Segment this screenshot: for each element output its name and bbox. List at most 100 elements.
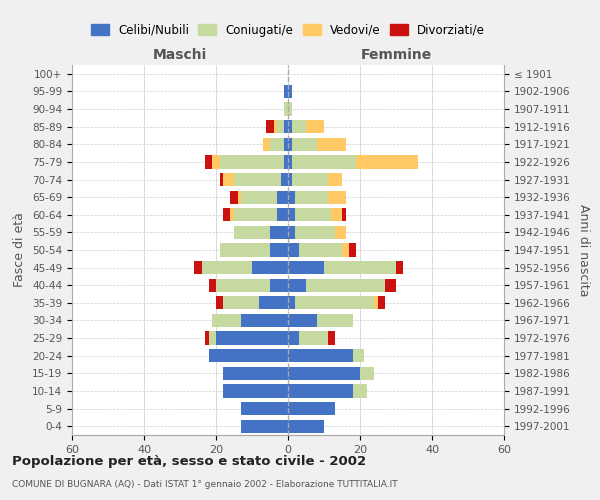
- Bar: [284, 85, 288, 98]
- Bar: [202, 261, 252, 274]
- Bar: [212, 156, 220, 168]
- Bar: [241, 190, 277, 204]
- Bar: [349, 244, 356, 256]
- Bar: [288, 278, 306, 292]
- Bar: [353, 384, 367, 398]
- Bar: [270, 244, 288, 256]
- Bar: [241, 420, 288, 433]
- Bar: [288, 420, 324, 433]
- Bar: [328, 190, 346, 204]
- Bar: [205, 156, 212, 168]
- Bar: [223, 384, 288, 398]
- Bar: [216, 296, 223, 310]
- Bar: [223, 366, 288, 380]
- Bar: [288, 120, 292, 134]
- Bar: [284, 156, 288, 168]
- Bar: [230, 190, 238, 204]
- Bar: [295, 296, 374, 310]
- Bar: [331, 208, 342, 222]
- Bar: [223, 296, 259, 310]
- Bar: [342, 208, 346, 222]
- Bar: [223, 173, 234, 186]
- Bar: [238, 190, 241, 204]
- Bar: [317, 138, 346, 151]
- Bar: [353, 349, 364, 362]
- Bar: [288, 261, 324, 274]
- Bar: [288, 366, 360, 380]
- Bar: [220, 156, 284, 168]
- Bar: [216, 278, 270, 292]
- Bar: [288, 244, 299, 256]
- Text: Maschi: Maschi: [153, 48, 207, 62]
- Bar: [212, 314, 241, 327]
- Bar: [281, 173, 288, 186]
- Bar: [205, 332, 209, 344]
- Bar: [292, 120, 306, 134]
- Y-axis label: Fasce di età: Fasce di età: [13, 212, 26, 288]
- Bar: [295, 190, 328, 204]
- Bar: [306, 120, 324, 134]
- Bar: [284, 102, 288, 116]
- Bar: [277, 190, 288, 204]
- Bar: [220, 244, 270, 256]
- Bar: [277, 120, 284, 134]
- Bar: [342, 244, 349, 256]
- Bar: [335, 226, 346, 239]
- Bar: [299, 332, 328, 344]
- Bar: [378, 296, 385, 310]
- Bar: [241, 314, 288, 327]
- Bar: [328, 173, 342, 186]
- Bar: [259, 296, 288, 310]
- Text: Femmine: Femmine: [361, 48, 431, 62]
- Bar: [292, 156, 356, 168]
- Bar: [216, 332, 288, 344]
- Bar: [220, 173, 223, 186]
- Bar: [317, 314, 353, 327]
- Text: COMUNE DI BUGNARA (AQ) - Dati ISTAT 1° gennaio 2002 - Elaborazione TUTTITALIA.IT: COMUNE DI BUGNARA (AQ) - Dati ISTAT 1° g…: [12, 480, 398, 489]
- Bar: [230, 208, 234, 222]
- Bar: [288, 156, 292, 168]
- Bar: [209, 278, 216, 292]
- Bar: [360, 366, 374, 380]
- Bar: [223, 208, 230, 222]
- Bar: [299, 244, 342, 256]
- Bar: [288, 226, 295, 239]
- Bar: [288, 402, 335, 415]
- Bar: [288, 349, 353, 362]
- Legend: Celibi/Nubili, Coniugati/e, Vedovi/e, Divorziati/e: Celibi/Nubili, Coniugati/e, Vedovi/e, Di…: [86, 19, 490, 42]
- Bar: [356, 156, 418, 168]
- Bar: [194, 261, 202, 274]
- Bar: [374, 296, 378, 310]
- Bar: [288, 173, 292, 186]
- Bar: [288, 190, 295, 204]
- Text: Popolazione per età, sesso e stato civile - 2002: Popolazione per età, sesso e stato civil…: [12, 455, 366, 468]
- Y-axis label: Anni di nascita: Anni di nascita: [577, 204, 590, 296]
- Bar: [295, 208, 331, 222]
- Bar: [270, 226, 288, 239]
- Bar: [324, 261, 396, 274]
- Bar: [263, 138, 270, 151]
- Bar: [385, 278, 396, 292]
- Bar: [209, 349, 288, 362]
- Bar: [234, 208, 277, 222]
- Bar: [288, 138, 292, 151]
- Bar: [209, 332, 216, 344]
- Bar: [234, 226, 270, 239]
- Bar: [288, 102, 292, 116]
- Bar: [270, 278, 288, 292]
- Bar: [306, 278, 385, 292]
- Bar: [252, 261, 288, 274]
- Bar: [292, 138, 317, 151]
- Bar: [328, 332, 335, 344]
- Bar: [292, 173, 328, 186]
- Bar: [288, 85, 292, 98]
- Bar: [396, 261, 403, 274]
- Bar: [284, 138, 288, 151]
- Bar: [241, 402, 288, 415]
- Bar: [288, 314, 317, 327]
- Bar: [234, 173, 281, 186]
- Bar: [288, 384, 353, 398]
- Bar: [288, 332, 299, 344]
- Bar: [266, 120, 274, 134]
- Bar: [288, 296, 295, 310]
